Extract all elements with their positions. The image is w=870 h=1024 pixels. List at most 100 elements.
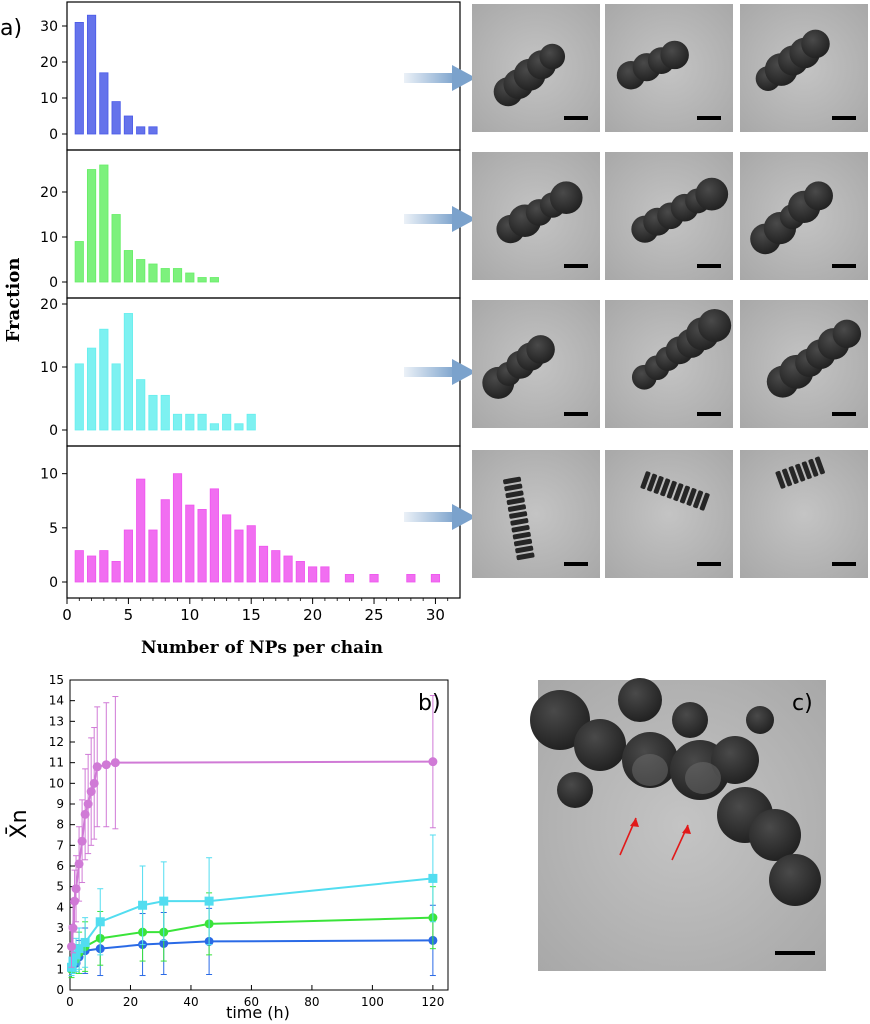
histogram-bar — [111, 214, 121, 283]
y-tick-label: 0 — [49, 575, 58, 591]
nanorod — [673, 483, 684, 502]
histogram-bar — [136, 379, 146, 431]
x-tick-label: 0 — [66, 995, 74, 1009]
data-point — [92, 762, 102, 772]
nanorod — [503, 476, 522, 485]
x-tick-label: 20 — [303, 606, 322, 624]
scale-bar — [775, 951, 815, 955]
x-tick-label: 60 — [244, 995, 259, 1009]
x-tick-label: 120 — [421, 995, 444, 1009]
histogram-bar — [123, 529, 133, 583]
histogram-bar — [320, 566, 330, 583]
histogram-bar — [111, 101, 121, 135]
particle-junction — [685, 762, 721, 794]
nanorod — [693, 490, 704, 509]
scale-bar — [697, 264, 721, 268]
micrograph-image — [740, 450, 868, 578]
histogram-bar — [197, 277, 207, 283]
micrograph-image — [605, 152, 733, 280]
micrograph-image — [605, 300, 733, 428]
data-point — [95, 917, 105, 927]
nanoparticle — [574, 719, 626, 771]
histogram-bar — [271, 550, 281, 583]
y-tick-label: 20 — [40, 185, 58, 201]
arrow-shaft — [404, 73, 456, 83]
y-tick-label: 8 — [56, 818, 64, 832]
y-tick-label: 0 — [49, 127, 58, 143]
arrow-head — [452, 206, 476, 232]
y-tick-label: 20 — [40, 55, 58, 71]
histogram-bar — [136, 126, 146, 135]
x-tick-label: 0 — [62, 606, 72, 624]
micrograph-grid — [472, 4, 868, 578]
y-tick-label: 14 — [49, 694, 64, 708]
histogram-bar — [86, 555, 97, 583]
line-y-axis-label: X̄n — [6, 809, 32, 838]
nanorod — [679, 485, 690, 504]
histogram-bar — [172, 413, 183, 431]
y-tick-label: 5 — [56, 880, 64, 894]
nanoparticle — [660, 40, 689, 70]
arrow-head — [452, 359, 476, 385]
nanoparticle — [711, 736, 759, 784]
data-point — [80, 809, 90, 819]
x-tick-label: 10 — [180, 606, 199, 624]
histogram-bar — [86, 169, 97, 283]
x-tick-label: 40 — [183, 995, 198, 1009]
x-tick-label: 25 — [364, 606, 383, 624]
histogram-bar — [430, 574, 441, 583]
nanorod — [512, 531, 531, 540]
nanoparticle — [549, 181, 583, 215]
histogram-bar — [123, 115, 133, 135]
panel-c-label: c) — [792, 691, 813, 716]
data-point — [74, 944, 84, 954]
nanoparticle — [801, 29, 830, 59]
nanorod — [511, 524, 530, 533]
data-point — [71, 950, 81, 960]
histogram-bar — [148, 263, 158, 283]
histogram-bar — [185, 272, 195, 283]
histogram-bar — [258, 545, 269, 583]
histogram-bar — [148, 394, 158, 431]
scale-bar — [697, 116, 721, 120]
data-point — [89, 778, 99, 788]
histogram-bar — [222, 514, 232, 583]
nanorod — [666, 480, 677, 499]
histogram-bar — [246, 525, 256, 583]
histogram-stack: 0 10 20 30 0 10 20 0 10 20 0 5 10 0 5 10 15 20 25 30 — [40, 1, 461, 624]
y-tick-label: 10 — [40, 230, 58, 246]
nanorod — [507, 504, 527, 512]
y-tick-label: 10 — [40, 360, 58, 376]
data-point — [80, 937, 90, 947]
micrograph-image — [605, 4, 733, 132]
histogram-bar — [295, 561, 305, 583]
histogram-bar — [74, 241, 84, 283]
histogram-bar — [197, 413, 207, 431]
histogram-bar — [369, 574, 379, 583]
x-tick-label: 30 — [426, 606, 445, 624]
nanoparticle — [804, 181, 833, 211]
histogram-bar — [136, 259, 146, 283]
nanoparticle — [749, 809, 801, 861]
micrograph-image — [740, 300, 868, 428]
scale-bar — [697, 562, 721, 566]
nanoparticle — [530, 690, 590, 750]
micrograph-image — [472, 450, 600, 578]
histogram-bar — [209, 423, 219, 431]
nanoparticle — [539, 43, 566, 70]
x-tick-label: 80 — [304, 995, 319, 1009]
data-point — [428, 873, 438, 883]
plot-frame — [69, 679, 449, 991]
y-tick-label: 1 — [56, 962, 64, 976]
data-point — [83, 799, 93, 809]
histogram-bar — [99, 550, 109, 583]
scale-bar — [564, 562, 588, 566]
histogram-bar — [74, 363, 84, 431]
histogram-bar — [283, 555, 293, 583]
data-point — [110, 758, 120, 768]
y-tick-label: 10 — [40, 91, 58, 107]
histogram-bar — [148, 126, 158, 135]
histogram-bar — [209, 277, 219, 283]
nanorod — [814, 456, 825, 475]
